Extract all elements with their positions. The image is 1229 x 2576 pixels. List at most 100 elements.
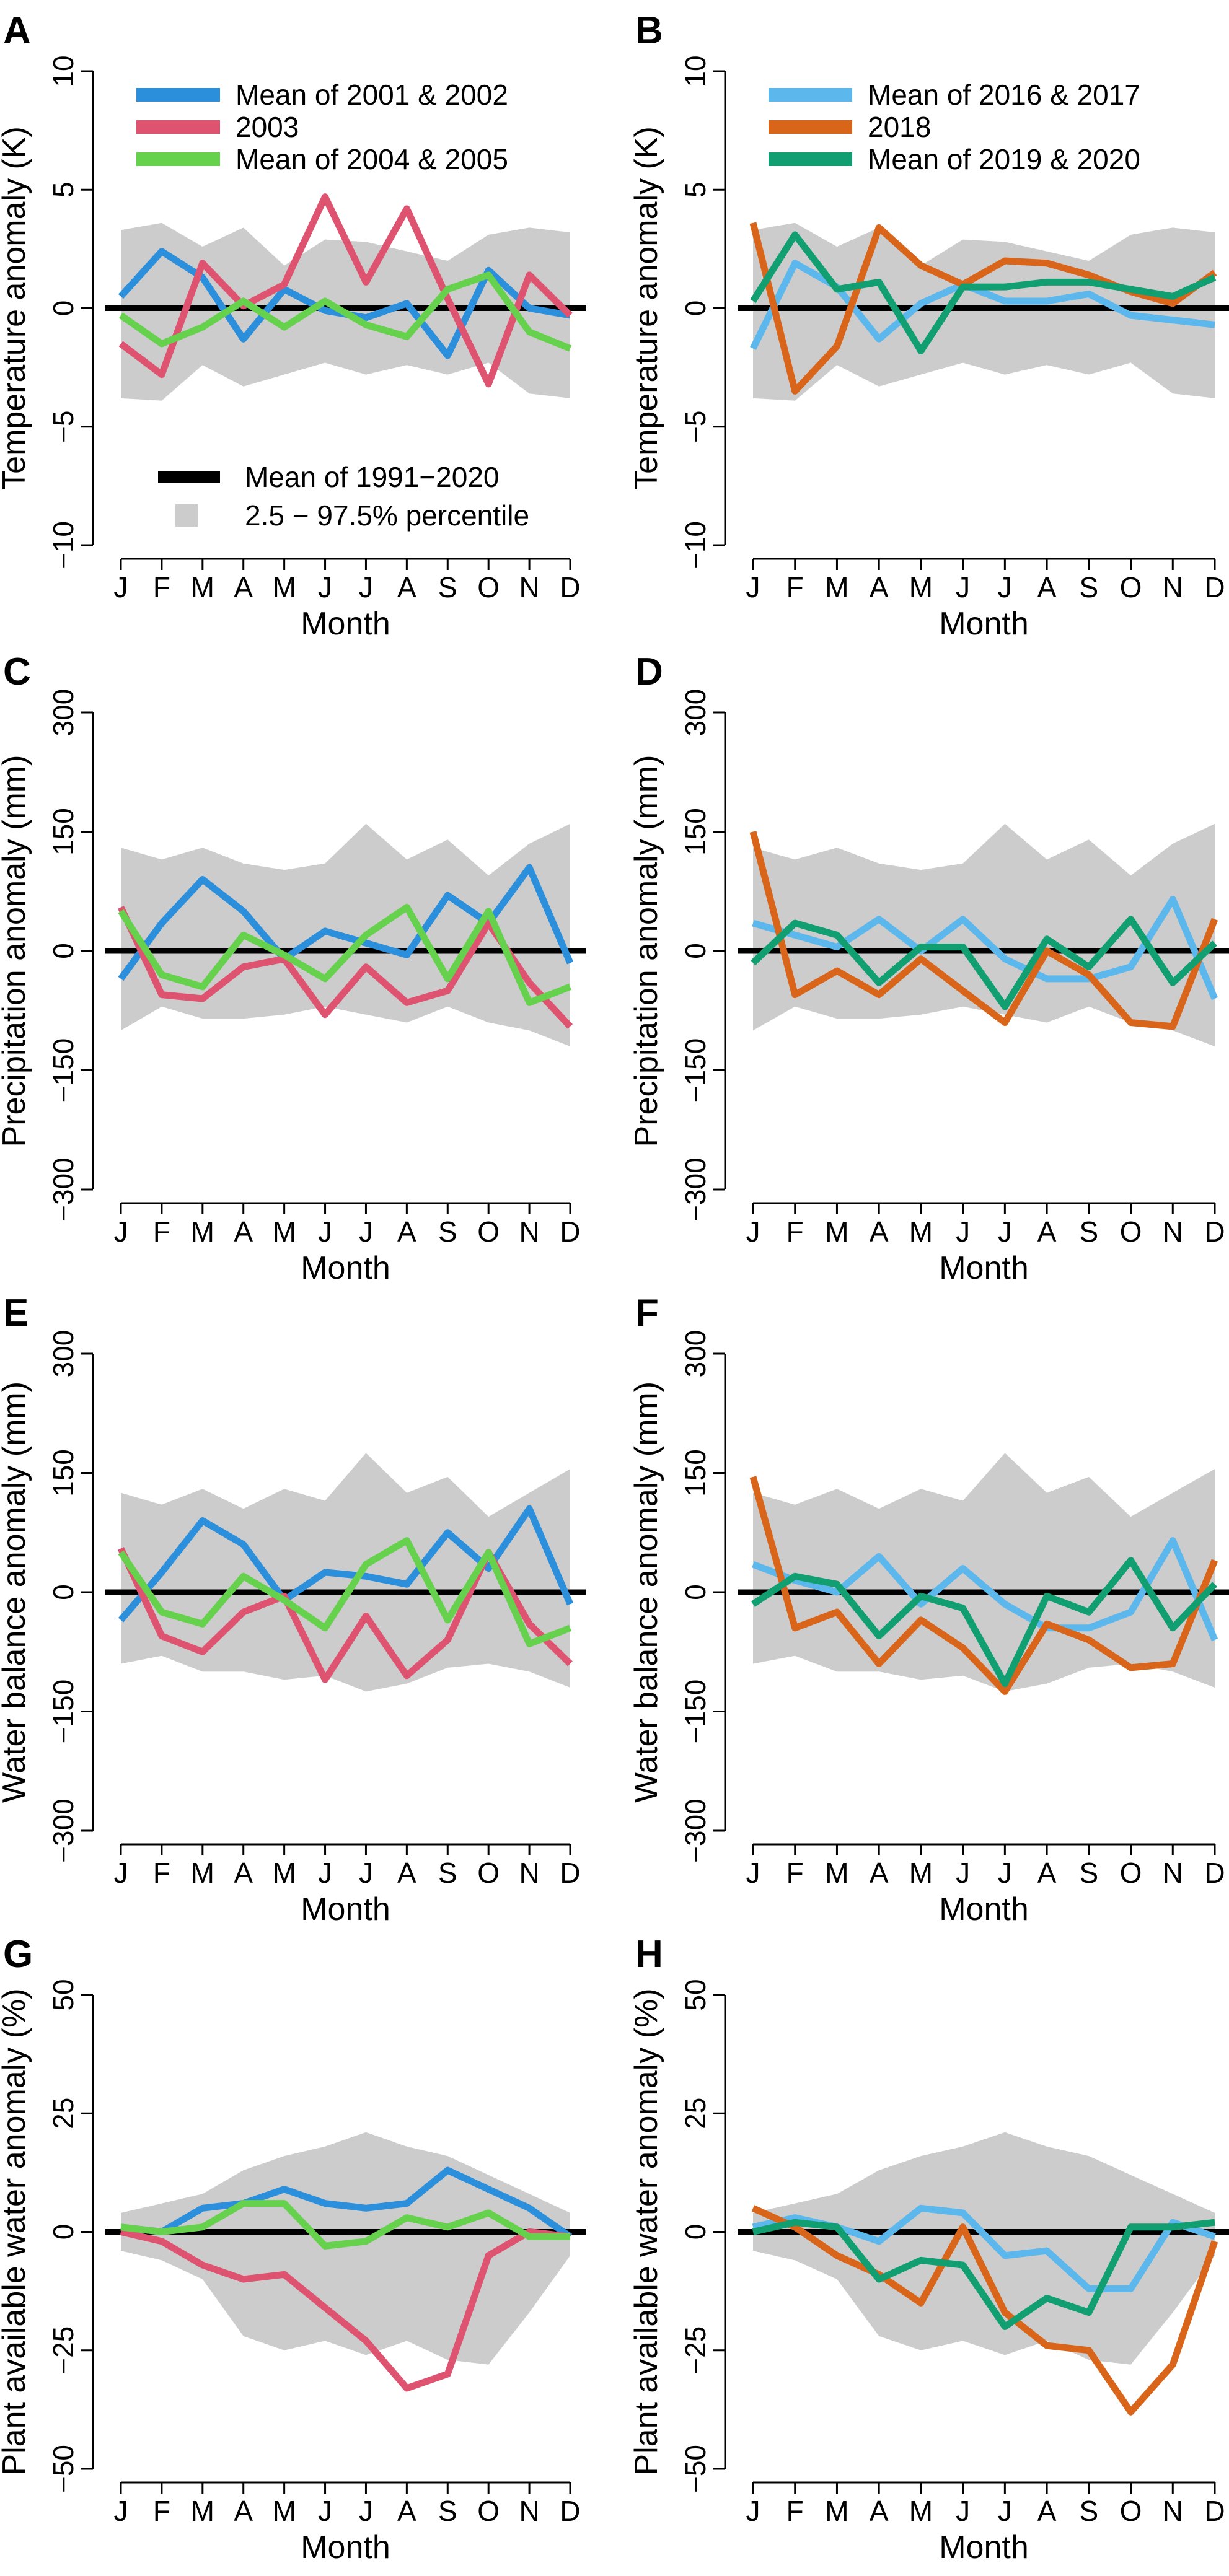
y-tick-label: 0 <box>679 943 711 959</box>
x-axis-title: Month <box>301 606 390 642</box>
series-line-h-2 <box>752 2219 1215 2330</box>
x-tick-label: N <box>519 1857 539 1889</box>
x-tick-label: N <box>1163 1216 1183 1248</box>
series-line-d-0 <box>752 896 1218 1001</box>
x-tick-label: M <box>191 2495 214 2527</box>
x-tick-label: M <box>272 571 296 603</box>
x-tick-label: O <box>1120 2495 1142 2527</box>
x-tick-label: O <box>477 571 500 603</box>
x-tick-label: N <box>1163 1857 1183 1889</box>
x-tick-label: D <box>560 571 580 603</box>
panel-letter-f: F <box>635 1292 659 1334</box>
x-tick-label: M <box>825 1857 848 1889</box>
x-tick-label: S <box>438 571 457 603</box>
y-tick-label: 300 <box>679 689 711 737</box>
y-tick-label: 300 <box>679 1330 711 1378</box>
y-axis-title: Plant available water anomaly (%) <box>628 1988 664 2475</box>
x-tick-label: A <box>1037 2495 1057 2527</box>
x-tick-label: J <box>998 1857 1012 1889</box>
x-tick-label: M <box>909 1216 933 1248</box>
x-tick-label: O <box>477 1857 500 1889</box>
y-tick-label: 5 <box>679 182 711 198</box>
x-tick-label: M <box>909 1857 933 1889</box>
y-tick-label: −10 <box>679 521 711 569</box>
x-tick-label: N <box>519 2495 539 2527</box>
x-tick-label: F <box>153 2495 170 2527</box>
panel-letter-e: E <box>3 1292 29 1334</box>
y-tick-label: −10 <box>47 521 79 569</box>
x-tick-label: F <box>153 1216 170 1248</box>
y-tick-label: 25 <box>47 2098 79 2129</box>
x-tick-label: M <box>825 1216 848 1248</box>
x-tick-label: S <box>438 2495 457 2527</box>
x-tick-label: O <box>477 2495 500 2527</box>
x-tick-label: D <box>1204 571 1225 603</box>
series-line-f-1 <box>749 1476 1218 1695</box>
y-tick-label: −50 <box>679 2445 711 2493</box>
x-axis-title: Month <box>939 606 1029 642</box>
x-tick-label: F <box>153 1857 170 1889</box>
x-tick-label: J <box>746 2495 760 2527</box>
x-tick-label: J <box>998 2495 1012 2527</box>
panel-letter-c: C <box>3 651 31 693</box>
x-tick-label: A <box>397 571 416 603</box>
series-line-c-2 <box>118 903 571 1006</box>
legend-label-2: Mean of 2004 & 2005 <box>236 143 508 175</box>
x-tick-label: A <box>397 1857 416 1889</box>
percentile-band <box>753 1453 1215 1692</box>
x-tick-label: A <box>870 571 889 603</box>
y-tick-label: 150 <box>679 1449 711 1497</box>
y-tick-label: 300 <box>47 1330 79 1378</box>
y-tick-label: 50 <box>47 1979 79 2010</box>
x-tick-label: S <box>438 1857 457 1889</box>
y-tick-label: 0 <box>679 1584 711 1600</box>
series-line-f-0 <box>752 1537 1218 1642</box>
x-tick-label: M <box>825 2495 848 2527</box>
y-tick-label: 0 <box>47 300 79 317</box>
x-tick-label: A <box>1037 1216 1057 1248</box>
series-line-b-2 <box>750 231 1217 354</box>
y-tick-label: −5 <box>679 411 711 443</box>
x-tick-label: M <box>272 1857 296 1889</box>
legend-label-2: Mean of 2019 & 2020 <box>868 143 1140 175</box>
y-tick-label: −150 <box>47 1038 79 1103</box>
y-tick-label: −150 <box>679 1038 711 1103</box>
legend-label-0: Mean of 2001 & 2002 <box>236 79 508 111</box>
x-tick-label: A <box>234 1857 253 1889</box>
x-tick-label: M <box>825 571 848 603</box>
x-tick-label: J <box>956 1857 970 1889</box>
x-tick-label: F <box>786 571 804 603</box>
x-tick-label: S <box>1079 2495 1098 2527</box>
panel-letter-g: G <box>3 1933 33 1976</box>
panel-letter-b: B <box>635 9 663 52</box>
x-tick-label: D <box>1204 1216 1225 1248</box>
x-tick-label: A <box>397 2495 416 2527</box>
x-tick-label: J <box>114 1857 128 1889</box>
x-tick-label: J <box>318 1857 332 1889</box>
y-tick-label: −25 <box>47 2326 79 2375</box>
x-tick-label: J <box>956 571 970 603</box>
y-axis-title: Water balance anomaly (mm) <box>628 1382 664 1803</box>
x-tick-label: J <box>956 2495 970 2527</box>
y-tick-label: −5 <box>47 411 79 443</box>
percentile-band <box>121 2132 570 2365</box>
x-tick-label: M <box>191 1857 214 1889</box>
y-tick-label: −300 <box>47 1157 79 1222</box>
x-tick-label: M <box>909 571 933 603</box>
x-tick-label: J <box>746 1857 760 1889</box>
x-tick-label: J <box>956 1216 970 1248</box>
x-axis-title: Month <box>939 1250 1029 1286</box>
y-tick-label: 150 <box>47 808 79 856</box>
y-tick-label: 50 <box>679 1979 711 2010</box>
x-tick-label: F <box>786 2495 804 2527</box>
y-tick-label: 150 <box>679 808 711 856</box>
x-tick-label: M <box>191 1216 214 1248</box>
x-tick-label: N <box>1163 2495 1183 2527</box>
x-tick-label: S <box>438 1216 457 1248</box>
panel-letter-h: H <box>635 1933 663 1976</box>
y-tick-label: 5 <box>47 182 79 198</box>
